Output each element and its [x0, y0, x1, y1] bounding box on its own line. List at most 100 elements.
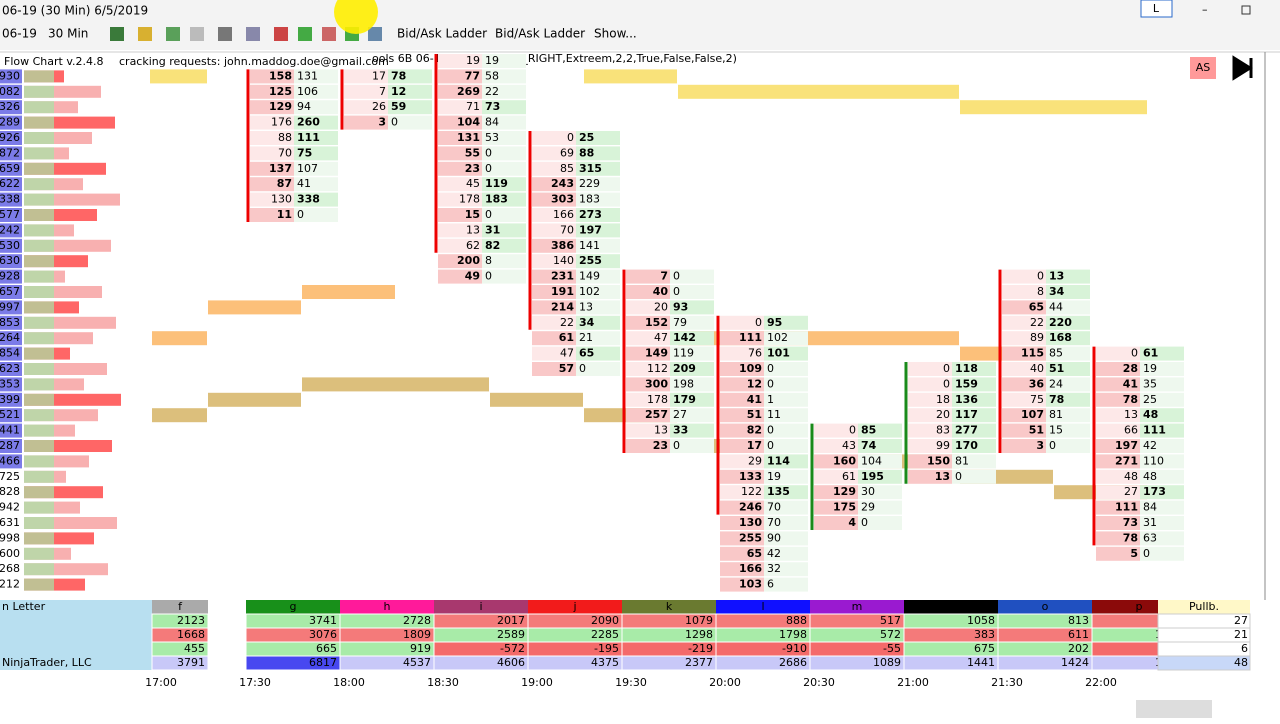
- bid-cell: [438, 223, 482, 238]
- bid-volume: 71: [466, 100, 480, 113]
- ask-volume: 273: [579, 208, 602, 221]
- bid-cell: [1002, 331, 1046, 346]
- bid-volume: 70: [560, 223, 574, 236]
- ask-cell: [1140, 408, 1184, 423]
- time-label: 20:30: [803, 676, 835, 689]
- table-value: 1298: [685, 628, 713, 641]
- table-value: 3076: [309, 628, 337, 641]
- column-letter: j: [572, 600, 576, 613]
- ask-volume: 0: [673, 270, 680, 283]
- maximize[interactable]: [1241, 5, 1251, 15]
- minimize[interactable]: –: [1202, 3, 1208, 16]
- table-value: 675: [974, 642, 995, 655]
- ask-cell: [482, 223, 526, 238]
- bid-volume: 104: [457, 116, 480, 129]
- column-letter: i: [479, 600, 482, 613]
- bid-volume: 0: [755, 316, 762, 329]
- column-letter: p: [1136, 600, 1143, 613]
- ask-cell: [670, 269, 714, 284]
- menu[interactable]: Bid/Ask Ladder: [495, 27, 585, 41]
- ask-cell: [1140, 392, 1184, 407]
- ask-volume: 25: [579, 131, 594, 144]
- ask-volume: 114: [767, 454, 790, 467]
- ask-volume: 75: [297, 146, 312, 159]
- ask-cell: [1140, 362, 1184, 376]
- bid-volume: 166: [739, 562, 762, 575]
- bid-volume: 4: [848, 516, 856, 529]
- profile-label: .853: [0, 316, 20, 329]
- profile-bar-left: [24, 393, 54, 406]
- as-label[interactable]: AS: [1196, 61, 1211, 74]
- ask-volume: 0: [767, 377, 774, 390]
- ask-volume: 102: [579, 285, 600, 298]
- pullback-cell: [1157, 655, 1251, 671]
- ask-volume: 19: [485, 54, 499, 67]
- bid-volume: 29: [748, 454, 762, 467]
- highlight-band: [208, 392, 301, 407]
- ask-volume: 31: [1143, 516, 1157, 529]
- ask-volume: 82: [485, 239, 500, 252]
- bid-cell: [720, 454, 764, 469]
- link-label[interactable]: L: [1153, 2, 1160, 15]
- indicator-params: ools 6B 06-19 (30 Min),TOP_RIGHT,Extreem…: [372, 52, 737, 65]
- table-value: -195: [594, 642, 619, 655]
- ask-cell: [388, 115, 432, 130]
- ask-cell: [1140, 346, 1184, 361]
- profile-label: .338: [0, 193, 20, 206]
- link-button[interactable]: [1140, 0, 1173, 18]
- bid-cell: [438, 192, 482, 207]
- profile-label: 725: [0, 470, 20, 483]
- menu[interactable]: Bid/Ask Ladder: [397, 27, 487, 41]
- bid-volume: 22: [560, 316, 574, 329]
- indicator-name: Flow Chart v.2.4.8: [4, 55, 103, 68]
- profile-label: .399: [0, 393, 20, 406]
- ask-volume: 33: [673, 424, 688, 437]
- ask-cell: [858, 439, 902, 453]
- ask-volume: 0: [673, 285, 680, 298]
- profile-label-bg: [0, 439, 22, 453]
- bid-cell: [720, 346, 764, 361]
- bid-volume: 0: [567, 131, 574, 144]
- ask-volume: 42: [1143, 439, 1157, 452]
- ask-volume: 78: [391, 69, 406, 82]
- ask-cell: [482, 100, 526, 115]
- ask-volume: 0: [955, 470, 962, 483]
- ask-volume: 229: [579, 177, 600, 190]
- row-label-header: n Letter: [2, 600, 46, 613]
- table-value: 6817: [309, 656, 337, 669]
- ask-cell: [482, 192, 526, 207]
- ask-cell: [482, 131, 526, 145]
- bid-cell: [908, 408, 952, 423]
- bid-volume: 3: [378, 116, 386, 129]
- bid-volume: 191: [551, 285, 574, 298]
- scroll-end[interactable]: [1232, 55, 1253, 81]
- menu[interactable]: Show...: [594, 27, 637, 41]
- bid-volume: 89: [1030, 331, 1044, 344]
- profile-label: 828: [0, 485, 20, 498]
- bid-cell: [532, 362, 576, 376]
- bid-cell: [1096, 500, 1140, 515]
- bid-volume: 130: [271, 193, 292, 206]
- ask-volume: 255: [579, 254, 602, 267]
- bid-cell: [626, 346, 670, 361]
- ask-cell: [858, 500, 902, 515]
- bid-volume: 73: [1123, 516, 1138, 529]
- bid-volume: 176: [271, 116, 292, 129]
- bid-cell: [250, 131, 294, 145]
- column-header: [716, 600, 810, 614]
- as-button[interactable]: [1190, 57, 1216, 79]
- time-label: 20:00: [709, 676, 741, 689]
- table-value: 1798: [779, 628, 807, 641]
- column-header: [246, 600, 340, 614]
- ask-cell: [1046, 423, 1090, 438]
- ask-volume: 90: [767, 531, 781, 544]
- column-letter: n: [948, 600, 955, 613]
- table-value: -572: [500, 642, 525, 655]
- bid-volume: 49: [465, 270, 480, 283]
- instrument[interactable]: 06-19: [2, 27, 37, 41]
- time-label: 22:00: [1085, 676, 1117, 689]
- bid-cell: [1096, 362, 1140, 376]
- ask-cell: [1140, 377, 1184, 392]
- period[interactable]: 30 Min: [48, 27, 88, 41]
- bid-cell: [1002, 269, 1046, 284]
